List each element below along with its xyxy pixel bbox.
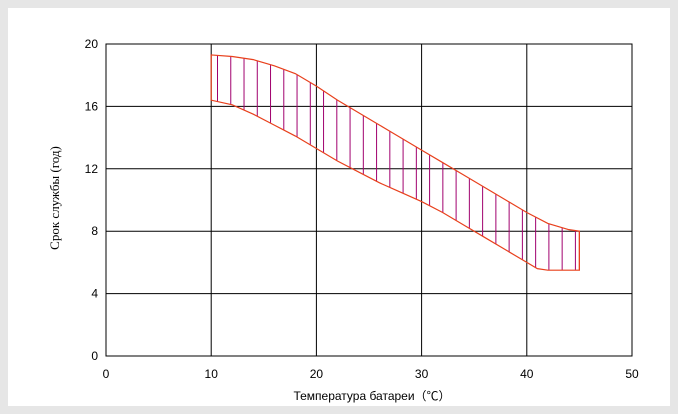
band-outline <box>210 54 581 271</box>
y-axis-label: Срок службы (год) <box>47 146 62 250</box>
life-band <box>210 54 581 271</box>
y-tick-label: 0 <box>91 349 98 363</box>
band-hatching <box>217 55 576 271</box>
grid-lines <box>105 43 633 357</box>
x-tick-label: 0 <box>103 367 110 381</box>
x-tick-label: 10 <box>205 367 219 381</box>
y-tick-label: 16 <box>85 99 99 113</box>
x-tick-label: 30 <box>415 367 429 381</box>
x-tick-label: 20 <box>310 367 324 381</box>
plot-border <box>105 43 633 357</box>
y-tick-label: 4 <box>91 287 98 301</box>
tick-labels: 0 10 20 30 40 50 0 4 8 12 16 20 <box>85 37 639 381</box>
y-tick-label: 20 <box>85 37 99 51</box>
x-axis-label: Температура батареи（℃） <box>293 389 450 403</box>
plot-frame <box>105 43 633 357</box>
x-tick-label: 40 <box>520 367 534 381</box>
x-tick-label: 50 <box>625 367 639 381</box>
life-vs-temperature-chart: 0 10 20 30 40 50 0 4 8 12 16 20 Срок службы (год) Т… <box>47 37 639 403</box>
y-tick-label: 12 <box>85 162 99 176</box>
y-tick-label: 8 <box>91 224 98 238</box>
chart-panel: 0 10 20 30 40 50 0 4 8 12 16 20 Срок службы (год) Т… <box>8 8 670 406</box>
